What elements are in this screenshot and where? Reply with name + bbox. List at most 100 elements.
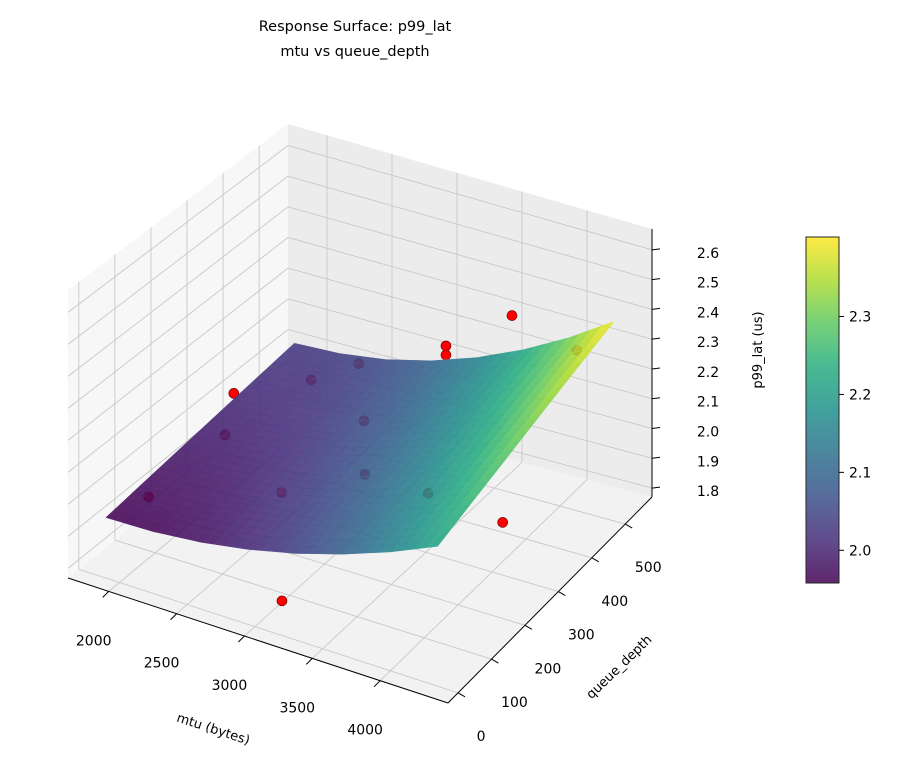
y-tick [524, 624, 533, 630]
z-tick-label: 2.4 [697, 305, 719, 321]
surface-wire [259, 359, 443, 551]
surface-wire [200, 429, 526, 456]
surface-wire [378, 340, 558, 553]
z-tick [651, 397, 661, 400]
surface-wire [271, 359, 455, 552]
surface-wire [295, 357, 478, 554]
z-tick-label: 1.9 [697, 454, 719, 470]
y-tick [558, 591, 566, 596]
grid-line-x [311, 462, 523, 659]
x-tick [170, 613, 177, 621]
grid-line-z [287, 237, 653, 340]
surface-wire [274, 345, 596, 382]
z-tick [651, 456, 661, 459]
surface-wire [267, 353, 589, 388]
surface-wire [233, 393, 558, 422]
surface-wire [141, 350, 329, 529]
surface-wire [307, 355, 489, 554]
surface-wire [105, 517, 438, 555]
z-tick [651, 248, 661, 251]
x-tick-label: 2000 [76, 633, 112, 649]
y-tick-label: 500 [635, 560, 662, 576]
surface-wire [413, 329, 592, 550]
surface-wire [165, 354, 352, 535]
z-tick-label: 2.3 [697, 335, 719, 351]
chart-title: Response Surface: p99_lat [259, 19, 452, 35]
surface-wire [105, 343, 295, 518]
colorbar-tick-label: 2.2 [849, 387, 871, 403]
surface-wire [176, 356, 363, 538]
surface-wire [354, 346, 535, 554]
z-tick-label: 2.2 [697, 365, 719, 381]
z-tick [651, 486, 661, 489]
grid-line-z [67, 298, 289, 473]
surface-wire [186, 442, 514, 470]
surface-wire [188, 357, 375, 540]
data-point [276, 595, 288, 607]
y-tick-label: 0 [477, 729, 486, 745]
grid-line-z [67, 145, 289, 313]
y-tick-label: 300 [568, 628, 595, 644]
surface-wire [342, 349, 523, 555]
x-tick-label: 4000 [347, 723, 383, 739]
surface-wire [247, 377, 571, 409]
colorbar-tick-label: 2.1 [849, 465, 871, 481]
surface-wire [173, 454, 501, 484]
left-pane [68, 124, 288, 578]
surface-wire [126, 498, 457, 533]
axis-ticks: 2000 2500 3000 3500 4000 0 100 200 300 400 500 1.8 1… [67, 229, 719, 745]
grid-line-z [67, 237, 289, 409]
z-tick-label: 2.5 [697, 276, 719, 292]
surface-wire [240, 384, 564, 415]
z-tick [651, 427, 661, 430]
y-tick-label: 400 [601, 594, 628, 610]
colorbar-tick-label: 2.3 [849, 309, 871, 325]
surface-wire [330, 351, 512, 555]
surface-wire [402, 333, 580, 551]
grid-line-z [287, 298, 653, 400]
surface-wire [200, 359, 386, 543]
surface-wire [146, 479, 476, 512]
surface-wire [166, 461, 495, 491]
surface-wire [236, 360, 421, 548]
x-axis-line [67, 577, 449, 704]
grid-line-z [287, 206, 653, 310]
colorbar-ticks: 2.0 2.1 2.2 2.3 [839, 309, 871, 559]
response-surface [105, 321, 615, 555]
surface-wire [206, 423, 533, 449]
x-tick [373, 680, 381, 688]
data-point [228, 388, 240, 399]
y-tick-label: 200 [535, 661, 562, 677]
grid-line-z [67, 206, 289, 377]
z-tick-label: 2.0 [697, 425, 719, 441]
x-axis-label: mtu (bytes) [175, 711, 252, 749]
x-tick-label: 3000 [212, 678, 248, 694]
colorbar [805, 236, 840, 584]
grid-line-z [67, 329, 289, 505]
x-tick [238, 635, 245, 643]
surface-wire [260, 361, 583, 395]
surface-wire [425, 325, 603, 548]
x-tick-label: 3500 [279, 700, 315, 716]
colorbar-tick-label: 2.0 [849, 543, 871, 559]
z-tick-label: 2.6 [697, 246, 719, 262]
surface-wire [366, 343, 546, 554]
surface-patch [425, 537, 445, 549]
y-tick [491, 658, 499, 664]
z-tick [651, 307, 661, 310]
grid-line-z [287, 267, 653, 370]
grid-line-z [287, 145, 653, 251]
x-tick-label: 2500 [144, 656, 180, 672]
y-tick [591, 557, 600, 563]
surface-wire [112, 511, 445, 548]
y-axis-line [447, 496, 653, 704]
z-tick-label: 2.1 [697, 395, 719, 411]
surface-wire [220, 409, 545, 436]
surface-wire [179, 448, 508, 477]
surface-wire [129, 348, 318, 525]
surface-wire [153, 353, 341, 532]
surface-wire [287, 329, 608, 368]
surface-wire [280, 337, 602, 375]
surface-wire [139, 486, 470, 519]
